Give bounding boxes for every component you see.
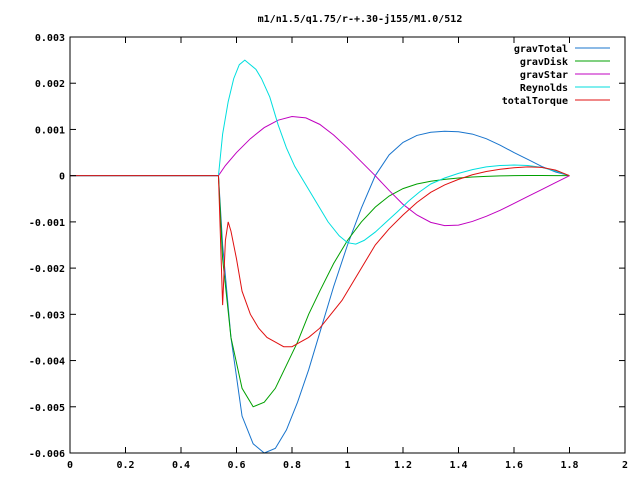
y-tick-label: -0.004	[29, 357, 65, 368]
y-tick-label: -0.003	[29, 310, 65, 321]
series-line-Reynolds	[70, 59, 570, 245]
y-tick-label: 0	[59, 172, 65, 183]
x-tick-label: 0.2	[116, 460, 134, 471]
legend-label-gravStar: gravStar	[520, 70, 568, 81]
legend-label-totalTorque: totalTorque	[502, 96, 568, 107]
y-tick-label: -0.002	[29, 264, 65, 275]
x-tick-label: 1.8	[560, 460, 578, 471]
series-line-totalTorque	[70, 166, 570, 348]
y-tick-label: -0.001	[29, 218, 65, 229]
x-tick-label: 0.4	[172, 460, 190, 471]
x-tick-label: 1.6	[505, 460, 523, 471]
x-tick-label: 0.6	[227, 460, 245, 471]
x-tick-label: 0	[67, 460, 73, 471]
series-layer	[70, 59, 570, 454]
y-tick-label: -0.006	[29, 449, 65, 460]
y-tick-label: -0.005	[29, 403, 65, 414]
x-tick-label: 1	[344, 460, 350, 471]
legend-label-gravTotal: gravTotal	[514, 44, 568, 55]
series-line-gravDisk	[70, 174, 570, 408]
x-tick-label: 1.2	[394, 460, 412, 471]
series-line-gravStar	[70, 115, 570, 227]
x-tick-label: 0.8	[283, 460, 301, 471]
axes-layer: 0 0.2 0.4 0.6 0.8 1 1.2 1.4 1.6 1.8 2 0.003 0.002 0.0…	[29, 33, 628, 471]
chart-title: m1/n1.5/q1.75/r-+.30-j155/M1.0/512	[258, 13, 463, 25]
y-tick-label: 0.003	[35, 33, 65, 44]
y-tick-label: 0.002	[35, 79, 65, 90]
y-tick-label: 0.001	[35, 125, 65, 136]
x-tick-label: 2	[622, 460, 628, 471]
series-line-gravTotal	[70, 130, 570, 454]
x-tick-label: 1.4	[449, 460, 467, 471]
legend-label-Reynolds: Reynolds	[520, 83, 568, 94]
legend-label-gravDisk: gravDisk	[520, 56, 568, 68]
